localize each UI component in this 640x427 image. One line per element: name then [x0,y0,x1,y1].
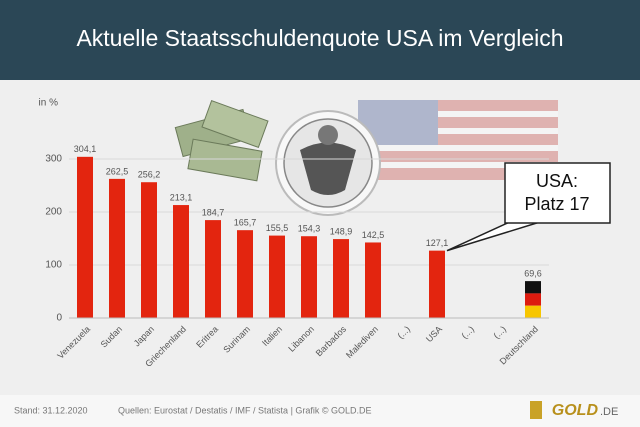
value-label: 154,3 [298,224,321,234]
logo-icon [530,401,542,419]
bar-stripe [525,305,541,318]
y-axis-label: in % [39,98,59,109]
value-label: 184,7 [202,207,225,217]
value-label: 262,5 [106,166,129,176]
chart-title: Aktuelle Staatsschuldenquote USA im Verg… [76,25,563,51]
source: Stand: 31.12.2020 [14,405,88,415]
bar [77,156,93,318]
value-label: 213,1 [170,192,193,202]
bar [365,242,381,318]
y-tick-label: 300 [45,154,62,165]
bar [237,230,253,318]
credit: Quellen: Eurostat / Destatis / IMF / Sta… [118,405,372,415]
value-label: 69,6 [524,268,542,278]
header [0,0,640,80]
bar [205,220,221,318]
bar-stripe [525,281,541,294]
value-label: 304,1 [74,144,97,154]
bar-stripe [525,293,541,306]
value-label: 165,7 [234,218,257,228]
callout-box [504,162,611,224]
callout-pointer [446,214,541,252]
y-tick-label: 100 [45,260,62,271]
bar [333,239,349,318]
logo: GOLD [552,402,599,419]
logo-suffix: .DE [600,406,618,418]
bar [525,281,541,318]
value-label: 148,9 [330,226,353,236]
bar [429,250,445,318]
bar [269,235,285,318]
bar [109,178,125,318]
y-tick-label: 200 [45,207,62,218]
callout-text: Platz 17 [524,194,589,214]
value-label: 127,1 [426,238,449,248]
callout-text: USA: [536,171,578,191]
y-tick-label: 0 [56,313,62,324]
value-label: 155,5 [266,223,289,233]
bar [141,182,157,318]
bar [301,236,317,318]
value-label: 142,5 [362,230,385,240]
value-label: 256,2 [138,170,161,180]
bar [173,205,189,318]
seal-decoration [275,110,381,216]
money-decoration [174,99,269,182]
